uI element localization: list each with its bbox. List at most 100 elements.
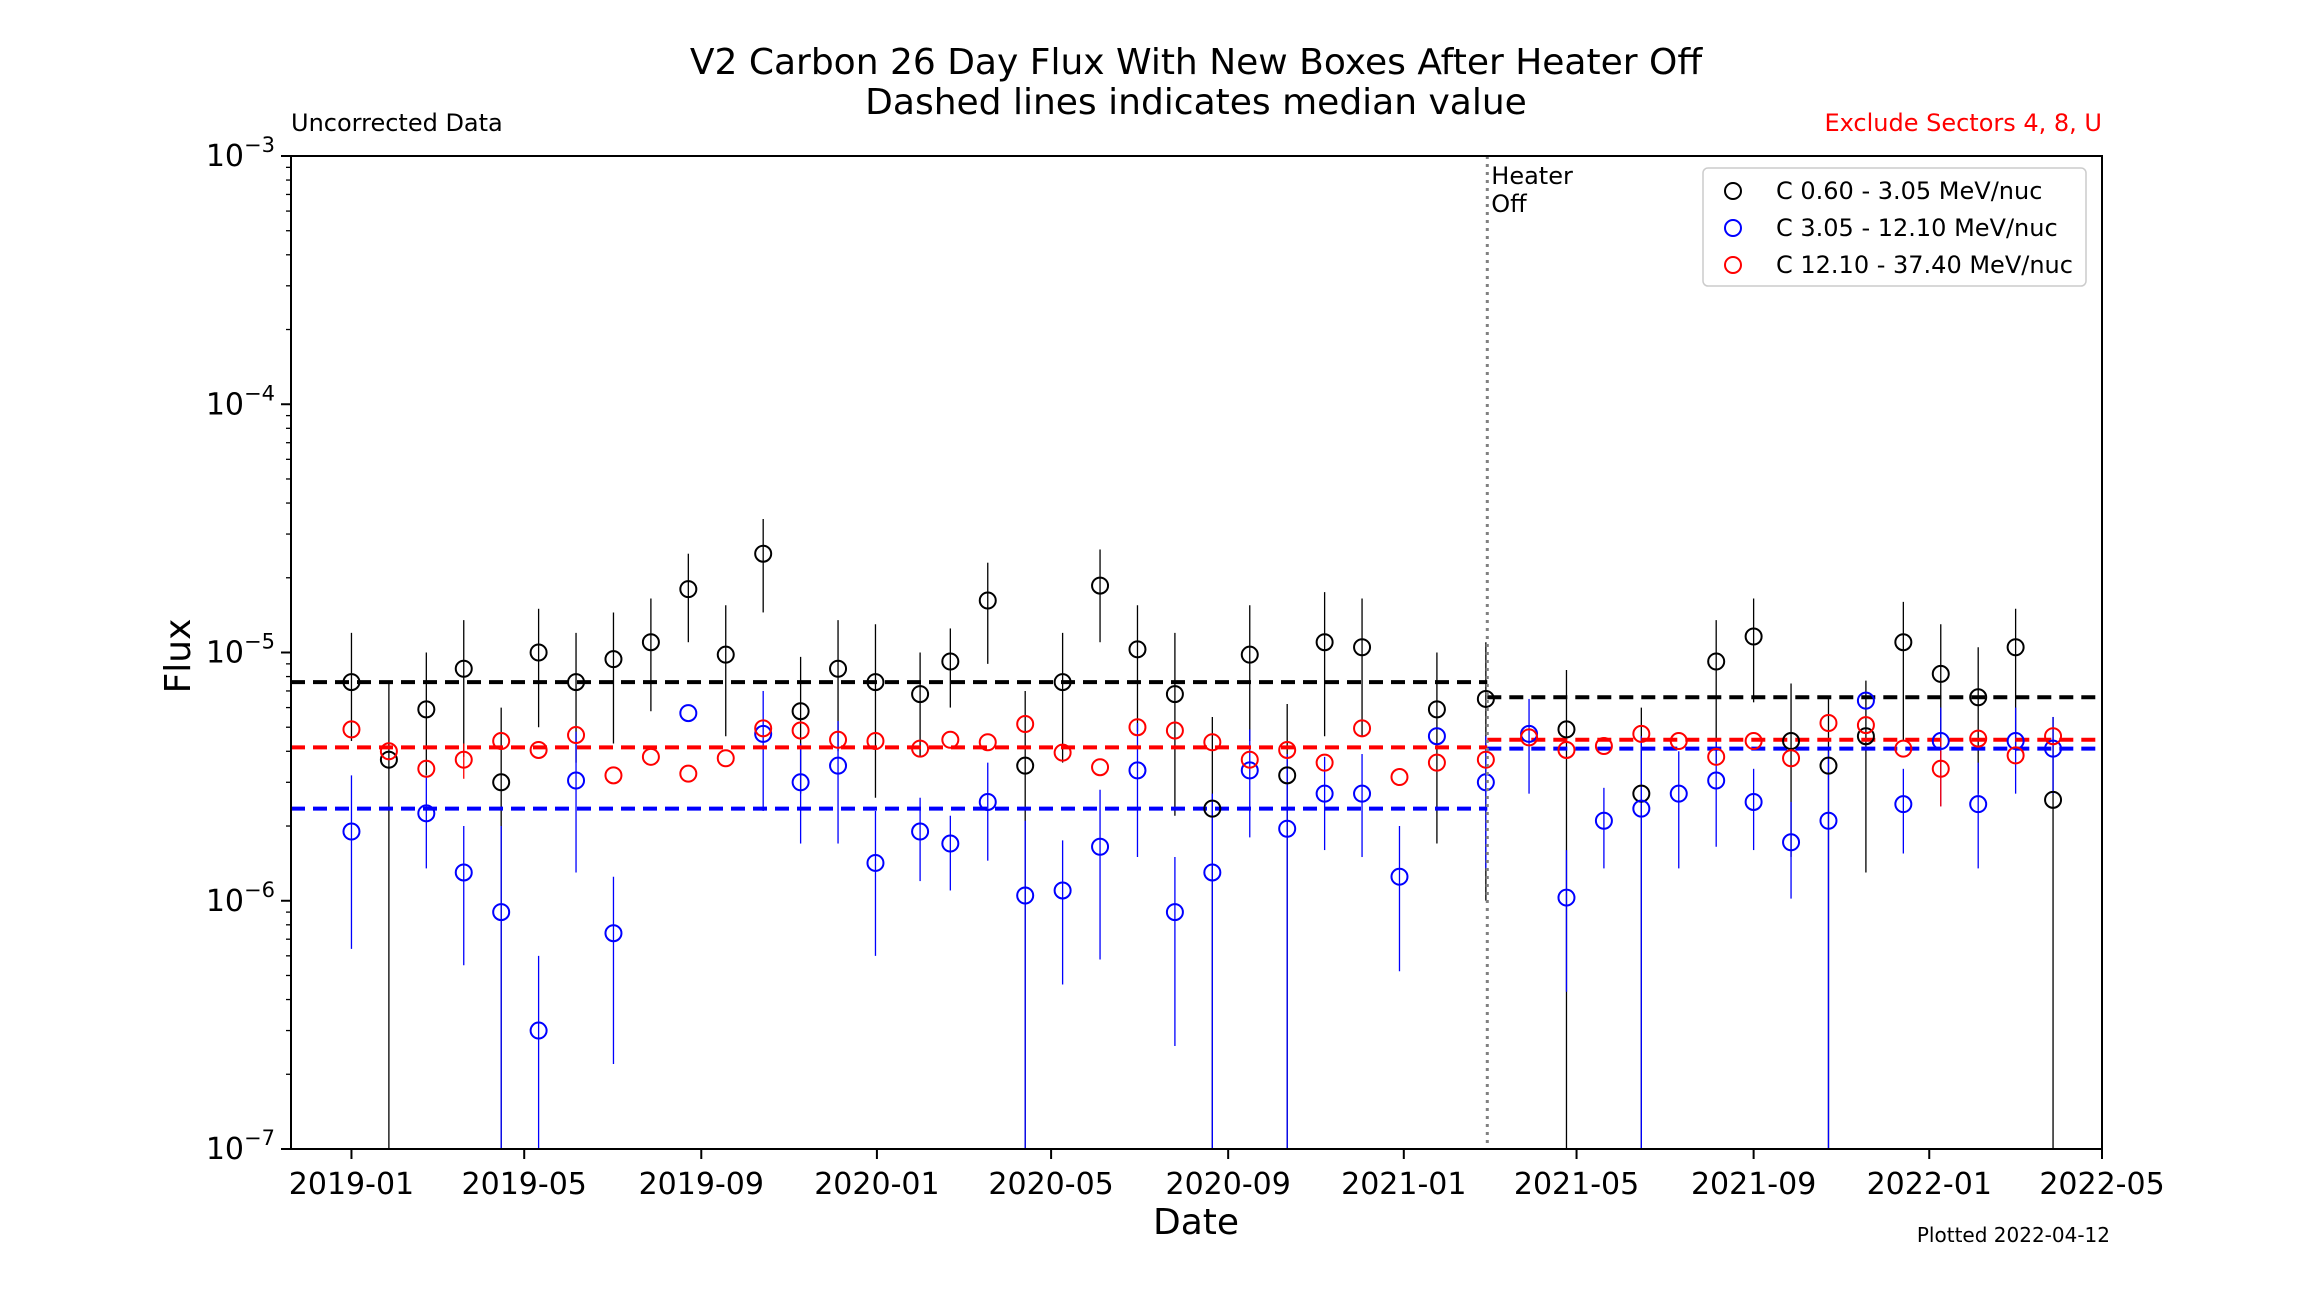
data-point-s1 xyxy=(1969,795,1988,814)
data-point-s1 xyxy=(1353,784,1372,803)
data-point-s2 xyxy=(1856,716,1875,735)
data-point-s0 xyxy=(1856,727,1875,746)
data-point-s2 xyxy=(492,732,511,751)
data-point-s0 xyxy=(567,673,586,692)
data-point-s0 xyxy=(1969,688,1988,707)
data-point-s0 xyxy=(641,633,660,652)
data-point-s2 xyxy=(754,719,773,738)
data-point-s0 xyxy=(1016,756,1035,775)
data-point-s2 xyxy=(978,733,997,752)
data-point-s0 xyxy=(1557,720,1576,739)
x-tick-label: 2019-05 xyxy=(462,1167,587,1202)
x-tick-label: 2020-05 xyxy=(988,1167,1113,1202)
x-tick-label: 2021-01 xyxy=(1341,1167,1466,1202)
y-tick-label: 10−5 xyxy=(206,630,275,671)
data-point-s2 xyxy=(1353,719,1372,738)
x-axis-title: Date xyxy=(1153,1202,1239,1243)
data-point-s2 xyxy=(1632,724,1651,743)
data-point-s0 xyxy=(1476,689,1495,708)
data-point-s0 xyxy=(1353,638,1372,657)
data-point-s0 xyxy=(1707,652,1726,671)
heater-off-label-line2: Off xyxy=(1491,190,1527,218)
data-point-s1 xyxy=(1819,811,1838,830)
data-point-s2 xyxy=(1315,753,1334,772)
data-point-s1 xyxy=(1931,732,1950,751)
data-point-s1 xyxy=(1278,819,1297,838)
data-point-s1 xyxy=(342,822,361,841)
data-point-s2 xyxy=(1427,753,1446,772)
data-point-s0 xyxy=(2006,638,2025,657)
data-point-s2 xyxy=(1128,718,1147,737)
data-point-s0 xyxy=(342,673,361,692)
data-point-s2 xyxy=(1782,749,1801,768)
uncorrected-note: Uncorrected Data xyxy=(291,109,503,137)
legend-marker-s2 xyxy=(1724,256,1742,274)
data-point-s2 xyxy=(1278,740,1297,759)
data-point-s2 xyxy=(1390,768,1409,787)
data-point-s0 xyxy=(1782,732,1801,751)
data-point-s1 xyxy=(1091,837,1110,856)
data-point-s1 xyxy=(866,853,885,872)
data-point-s1 xyxy=(941,834,960,853)
data-point-s0 xyxy=(716,645,735,664)
x-tick-label: 2022-05 xyxy=(2039,1167,2164,1202)
y-tick-label: 10−6 xyxy=(206,878,275,919)
x-tick-label: 2022-01 xyxy=(1867,1167,1992,1202)
data-point-s2 xyxy=(379,742,398,761)
x-tick-label: 2019-01 xyxy=(289,1167,414,1202)
legend-marker-s0 xyxy=(1724,182,1742,200)
x-tick-label: 2019-09 xyxy=(639,1167,764,1202)
exclude-sectors-note: Exclude Sectors 4, 8, U xyxy=(1824,109,2102,137)
data-point-s2 xyxy=(1476,750,1495,769)
chart-title: V2 Carbon 26 Day Flux With New Boxes Aft… xyxy=(690,42,1703,83)
legend-label-s2: C 12.10 - 37.40 MeV/nuc xyxy=(1776,251,2073,279)
data-point-s1 xyxy=(2044,739,2063,758)
data-point-s2 xyxy=(716,749,735,768)
data-point-s1 xyxy=(1128,761,1147,780)
data-point-s1 xyxy=(1240,761,1259,780)
data-point-s1 xyxy=(604,924,623,943)
y-tick-label: 10−3 xyxy=(206,133,275,174)
data-point-s1 xyxy=(791,773,810,792)
data-point-s0 xyxy=(529,643,548,662)
data-point-s2 xyxy=(941,730,960,749)
data-point-s2 xyxy=(679,764,698,783)
data-point-s1 xyxy=(1016,886,1035,905)
data-point-s0 xyxy=(1165,685,1184,704)
chart-subtitle: Dashed lines indicates median value xyxy=(865,82,1527,123)
data-point-s2 xyxy=(2044,727,2063,746)
data-point-s1 xyxy=(1315,784,1334,803)
data-point-s0 xyxy=(454,659,473,678)
y-tick-label: 10−7 xyxy=(206,1126,275,1167)
data-point-s2 xyxy=(604,766,623,785)
data-point-s0 xyxy=(1278,766,1297,785)
data-point-s2 xyxy=(529,740,548,759)
data-point-s1 xyxy=(1390,867,1409,886)
data-point-s1 xyxy=(1203,863,1222,882)
data-point-s0 xyxy=(492,773,511,792)
data-point-s1 xyxy=(1427,727,1446,746)
y-axis-title: Flux xyxy=(158,619,199,694)
data-point-s2 xyxy=(829,730,848,749)
data-point-s0 xyxy=(1053,673,1072,692)
data-point-s0 xyxy=(754,544,773,563)
x-tick-label: 2020-01 xyxy=(814,1167,939,1202)
data-point-s0 xyxy=(1427,700,1446,719)
data-point-s2 xyxy=(1819,714,1838,733)
data-point-s1 xyxy=(1856,691,1875,710)
data-point-s0 xyxy=(1203,799,1222,818)
data-point-s2 xyxy=(417,759,436,778)
data-point-s2 xyxy=(866,732,885,751)
data-point-s2 xyxy=(454,750,473,769)
data-point-s2 xyxy=(1520,728,1539,747)
data-point-s0 xyxy=(1931,664,1950,683)
data-point-s2 xyxy=(1744,732,1763,751)
data-point-s2 xyxy=(1165,721,1184,740)
data-point-s0 xyxy=(1819,756,1838,775)
data-point-s1 xyxy=(978,792,997,811)
x-tick-label: 2021-09 xyxy=(1691,1167,1816,1202)
data-point-s1 xyxy=(1165,903,1184,922)
data-point-s0 xyxy=(791,702,810,721)
